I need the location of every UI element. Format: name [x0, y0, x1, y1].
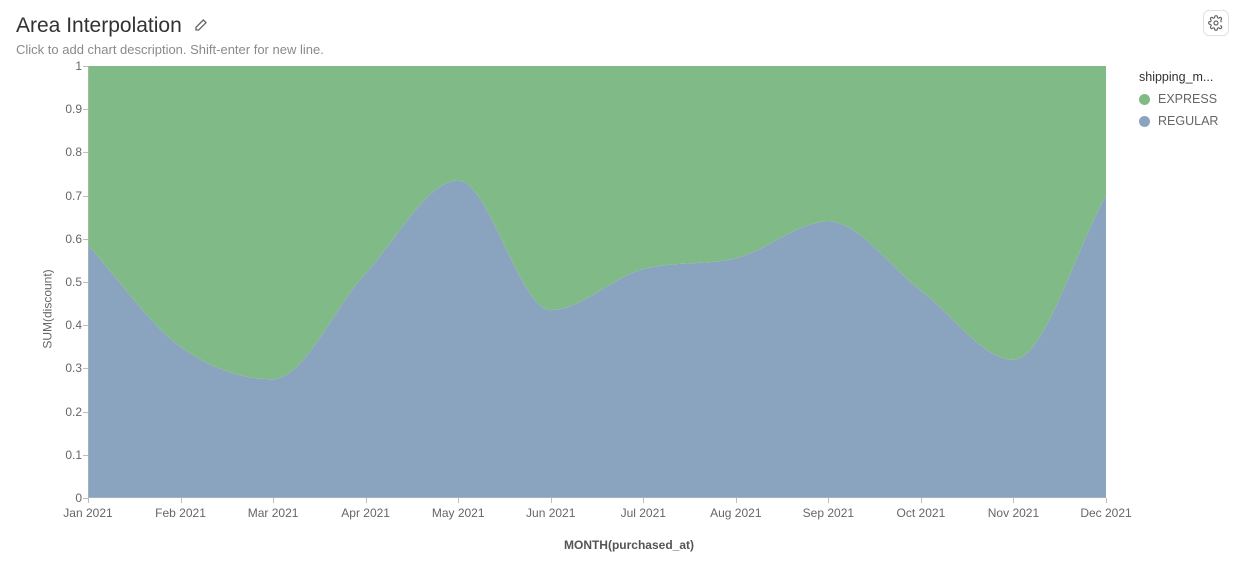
y-tick-label: 0.4 [65, 318, 82, 332]
x-tick-label: Jun 2021 [526, 506, 575, 520]
chart-settings-button[interactable] [1203, 10, 1229, 36]
legend: shipping_m... EXPRESS REGULAR [1139, 70, 1231, 136]
legend-swatch [1139, 94, 1150, 105]
x-tick-label: Oct 2021 [897, 506, 946, 520]
x-tick-label: Jan 2021 [63, 506, 112, 520]
y-tick-label: 1 [75, 59, 82, 73]
y-axis-title: SUM(discount) [41, 269, 55, 348]
chart-description-placeholder[interactable]: Click to add chart description. Shift-en… [16, 42, 1225, 57]
legend-label: REGULAR [1158, 114, 1218, 128]
x-tick-label: May 2021 [432, 506, 485, 520]
x-tick-label: Jul 2021 [621, 506, 666, 520]
y-tick-label: 0.9 [65, 102, 82, 116]
x-tick-label: Nov 2021 [988, 506, 1039, 520]
edit-title-icon[interactable] [192, 18, 208, 34]
legend-item[interactable]: EXPRESS [1139, 92, 1231, 106]
x-tick-label: Apr 2021 [341, 506, 390, 520]
chart-title[interactable]: Area Interpolation [16, 14, 182, 38]
y-tick-label: 0.5 [65, 275, 82, 289]
legend-label: EXPRESS [1158, 92, 1217, 106]
x-tick-label: Sep 2021 [803, 506, 854, 520]
x-tick-label: Mar 2021 [248, 506, 299, 520]
y-tick-label: 0 [75, 491, 82, 505]
legend-title: shipping_m... [1139, 70, 1231, 84]
x-tick-label: Feb 2021 [155, 506, 206, 520]
y-tick-label: 0.6 [65, 232, 82, 246]
x-axis-title: MONTH(purchased_at) [34, 538, 1224, 552]
y-tick-label: 0.1 [65, 448, 82, 462]
gear-icon [1208, 15, 1224, 31]
y-tick-label: 0.2 [65, 405, 82, 419]
x-tick-label: Dec 2021 [1080, 506, 1131, 520]
x-tick-label: Aug 2021 [710, 506, 761, 520]
y-tick-label: 0.7 [65, 189, 82, 203]
y-tick-label: 0.8 [65, 145, 82, 159]
legend-swatch [1139, 116, 1150, 127]
legend-item[interactable]: REGULAR [1139, 114, 1231, 128]
y-tick-label: 0.3 [65, 361, 82, 375]
chart-plot-area[interactable]: 00.10.20.30.40.50.60.70.80.91Jan 2021Feb… [88, 66, 1106, 498]
